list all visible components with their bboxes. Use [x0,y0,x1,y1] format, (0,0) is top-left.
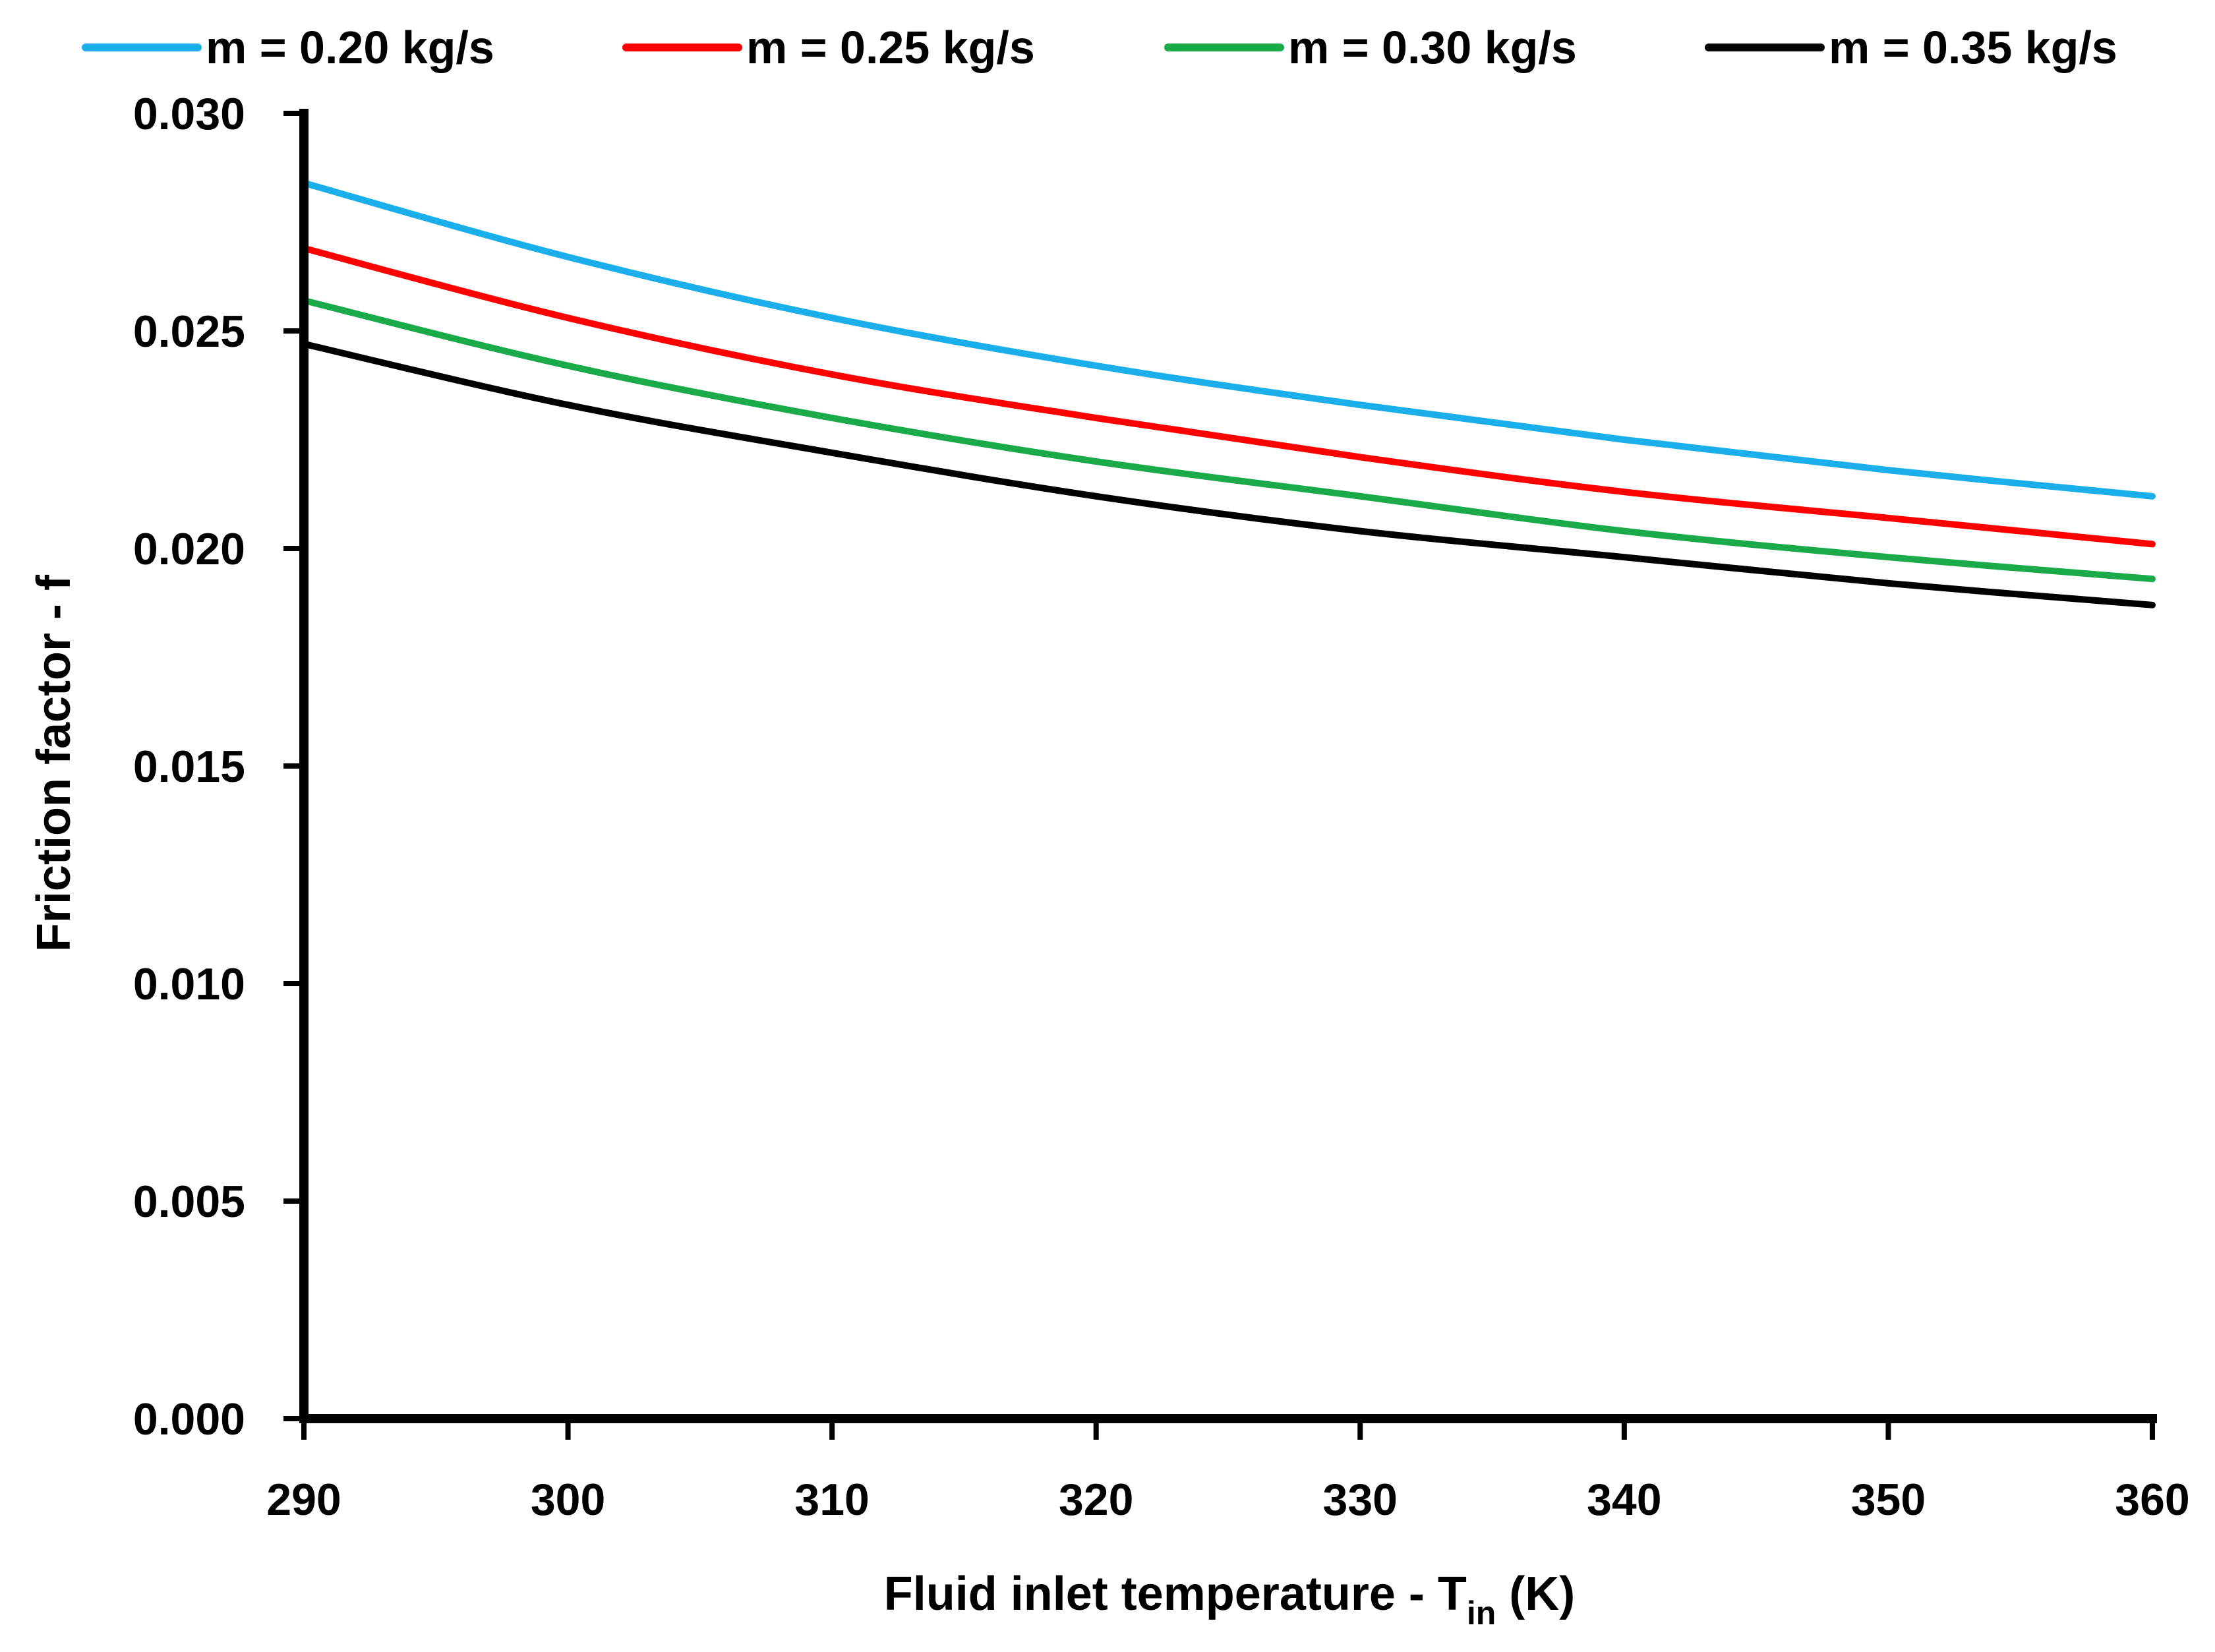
y-tick-label: 0.025 [133,307,245,357]
x-tick-label: 350 [1851,1475,1926,1525]
series-lines [301,179,2156,608]
series-line-1 [301,179,2156,500]
y-tick-label: 0.005 [133,1177,245,1227]
x-axis-label-subscript: in [1467,1595,1496,1632]
legend-label: m = 0.35 kg/s [1829,22,2117,73]
x-axis-label: Fluid inlet temperature - Tin (K) [884,1568,1575,1632]
x-axis-label-main: Fluid inlet temperature - T [884,1568,1467,1620]
axes [299,109,2157,1423]
x-axis-label-suffix: (K) [1496,1568,1575,1620]
y-ticks: 0.000 0.005 0.010 0.015 0.020 0.025 0.030 [133,89,304,1444]
x-tick-label: 290 [266,1475,341,1525]
x-tick-label: 320 [1059,1475,1133,1525]
legend-label: m = 0.30 kg/s [1288,22,1577,73]
x-tick-label: 310 [794,1475,869,1525]
legend: m = 0.20 kg/s m = 0.25 kg/s m = 0.30 kg/s m… [82,22,2117,73]
series-line-4 [301,340,2156,608]
y-axis-label: Friction factor - f [28,574,80,952]
x-tick-label: 330 [1323,1475,1398,1525]
x-tick-label: 360 [2115,1475,2189,1525]
x-ticks: 290 300 310 320 330 340 350 360 [266,1419,2190,1525]
x-tick-label: 300 [531,1475,605,1525]
y-tick-label: 0.010 [133,959,245,1009]
y-tick-label: 0.000 [133,1394,245,1444]
x-tick-label: 340 [1587,1475,1661,1525]
y-tick-label: 0.030 [133,89,245,139]
y-tick-label: 0.015 [133,742,245,792]
y-tick-label: 0.020 [133,524,245,574]
series-line-2 [301,245,2156,548]
legend-label: m = 0.25 kg/s [746,22,1035,73]
series-line-3 [301,297,2156,583]
legend-label: m = 0.20 kg/s [206,22,494,73]
